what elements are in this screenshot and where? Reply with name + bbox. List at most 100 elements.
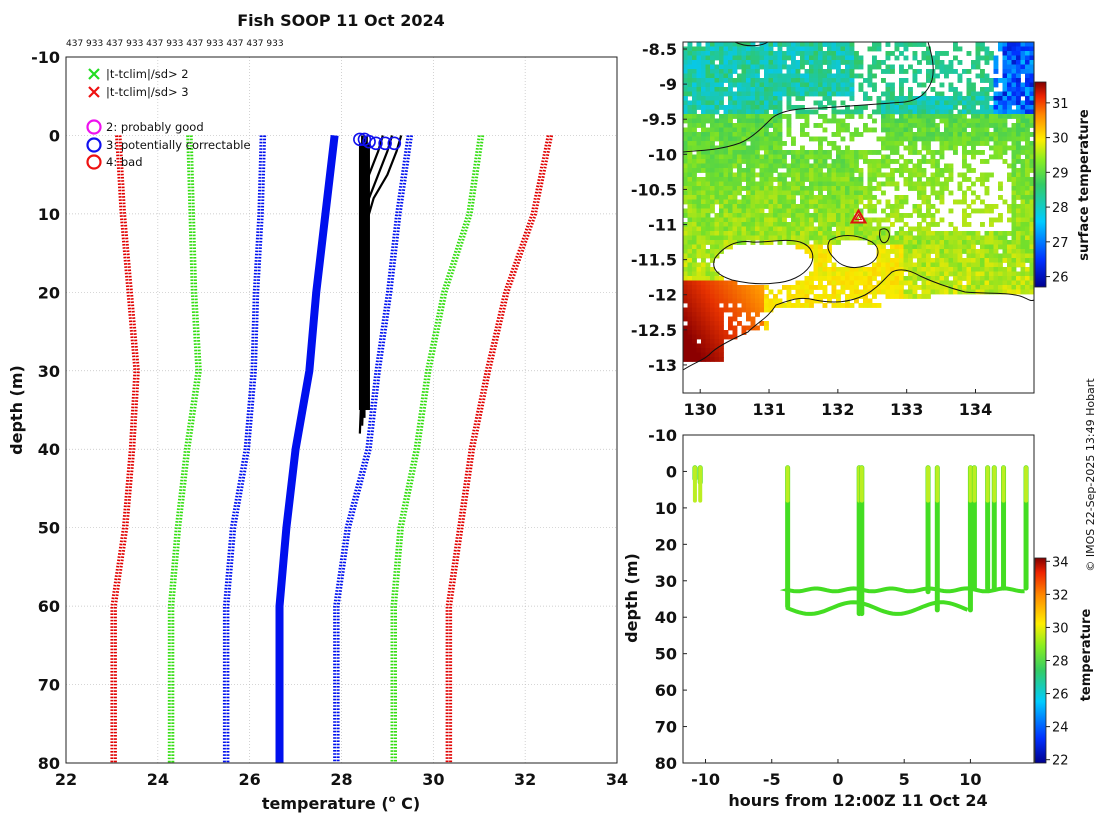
sst-cell: [863, 280, 868, 286]
sst-cell: [921, 280, 927, 286]
sst-cell: [1029, 285, 1035, 290]
sst-cell: [710, 325, 715, 331]
sst-cell: [773, 100, 778, 106]
sst-cell: [953, 285, 958, 290]
sst-cell: [881, 285, 886, 290]
sst-cell: [1011, 51, 1017, 56]
sst-cell: [881, 78, 886, 83]
sst-cell: [768, 100, 774, 106]
sst-cell: [773, 55, 778, 61]
sst-cell: [885, 136, 891, 142]
sst-cell: [872, 231, 877, 236]
sst-cell: [759, 46, 765, 52]
sst-cell: [1029, 87, 1035, 92]
sst-cell: [1029, 100, 1035, 106]
sst-cell: [831, 100, 837, 106]
sst-cell: [984, 105, 990, 110]
sst-cell: [917, 96, 922, 101]
sst-cell: [732, 91, 738, 97]
sst-cell: [1020, 123, 1026, 128]
sst-cell: [908, 235, 913, 241]
sst-cell: [899, 91, 904, 97]
sst-cell: [701, 78, 706, 83]
sst-cell: [804, 222, 810, 227]
sst-cell: [692, 312, 697, 317]
sst-cell: [759, 78, 765, 83]
sst-cell: [957, 109, 963, 115]
sst-cell: [899, 105, 904, 110]
sst-cell: [980, 285, 985, 290]
sst-cell: [822, 294, 828, 299]
sst-cell: [759, 298, 765, 304]
sst-cell: [732, 195, 738, 200]
sst-cell: [930, 159, 936, 164]
sst-cell: [719, 46, 724, 52]
sst-cell: [764, 123, 769, 128]
sst-cell: [741, 240, 747, 245]
sst-cell: [1007, 285, 1012, 290]
sst-cell: [872, 118, 877, 124]
sst-cell: [822, 82, 828, 88]
sst-cell: [894, 136, 900, 142]
sst-cell: [804, 150, 810, 155]
sst-cell: [804, 303, 810, 308]
sst-cell: [773, 159, 778, 164]
sst-cell: [840, 159, 846, 164]
sst-cell: [953, 253, 958, 259]
sst-cell: [1020, 204, 1026, 209]
sst-cell: [845, 105, 850, 110]
sst-cell: [741, 204, 747, 209]
sst-cell: [746, 190, 751, 196]
sst-cell: [849, 181, 855, 187]
sst-cell: [849, 91, 855, 97]
sst-cell: [710, 177, 715, 182]
sst-cell: [854, 195, 859, 200]
sst-cell: [755, 222, 760, 227]
sst-cell: [903, 213, 909, 218]
sst-cell: [737, 298, 742, 304]
sst-cell: [908, 267, 913, 272]
sst-cell: [845, 87, 850, 92]
sst-cell: [962, 109, 967, 115]
sst-cell: [696, 307, 702, 313]
sst-cell: [993, 249, 999, 254]
sst-cell: [1016, 51, 1021, 56]
sst-cell: [719, 73, 724, 79]
sst-cell: [683, 249, 688, 254]
sst-cell: [975, 177, 981, 182]
sst-cell: [719, 208, 724, 214]
sst-cell: [962, 195, 967, 200]
sst-cell: [845, 217, 850, 223]
sst-cell: [687, 78, 693, 83]
sst-cell: [854, 73, 859, 79]
sst-cell: [786, 82, 792, 88]
sst-cell: [723, 163, 729, 169]
sst-cell: [975, 42, 981, 47]
sst-cell: [773, 199, 778, 205]
sst-cell: [975, 114, 981, 119]
sst-cell: [804, 118, 810, 124]
sst-cell: [894, 55, 900, 61]
sst-cell: [840, 303, 846, 308]
sst-cell: [854, 168, 859, 173]
sst-cell: [998, 253, 1003, 259]
sst-cell: [800, 235, 805, 241]
platform-ids-line: 437 933 437 933 437 933 437 933 437 437 …: [66, 39, 284, 49]
sst-cell: [777, 217, 783, 223]
sst-cell: [804, 132, 810, 137]
sst-cell: [759, 132, 765, 137]
sst-cell: [705, 172, 711, 178]
sst-cell: [849, 136, 855, 142]
sst-cell: [998, 132, 1003, 137]
sst-cell: [714, 294, 720, 299]
sst-cell: [1011, 69, 1017, 74]
sst-cell: [755, 69, 760, 74]
sst-cell: [795, 42, 801, 47]
profile-y-tick-label: 30: [38, 362, 60, 381]
sst-cell: [944, 280, 949, 286]
sst-cell: [786, 78, 792, 83]
sst-cell: [908, 172, 913, 178]
sst-cell: [1029, 60, 1035, 65]
sst-cell: [741, 289, 747, 295]
sst-cell: [800, 289, 805, 295]
